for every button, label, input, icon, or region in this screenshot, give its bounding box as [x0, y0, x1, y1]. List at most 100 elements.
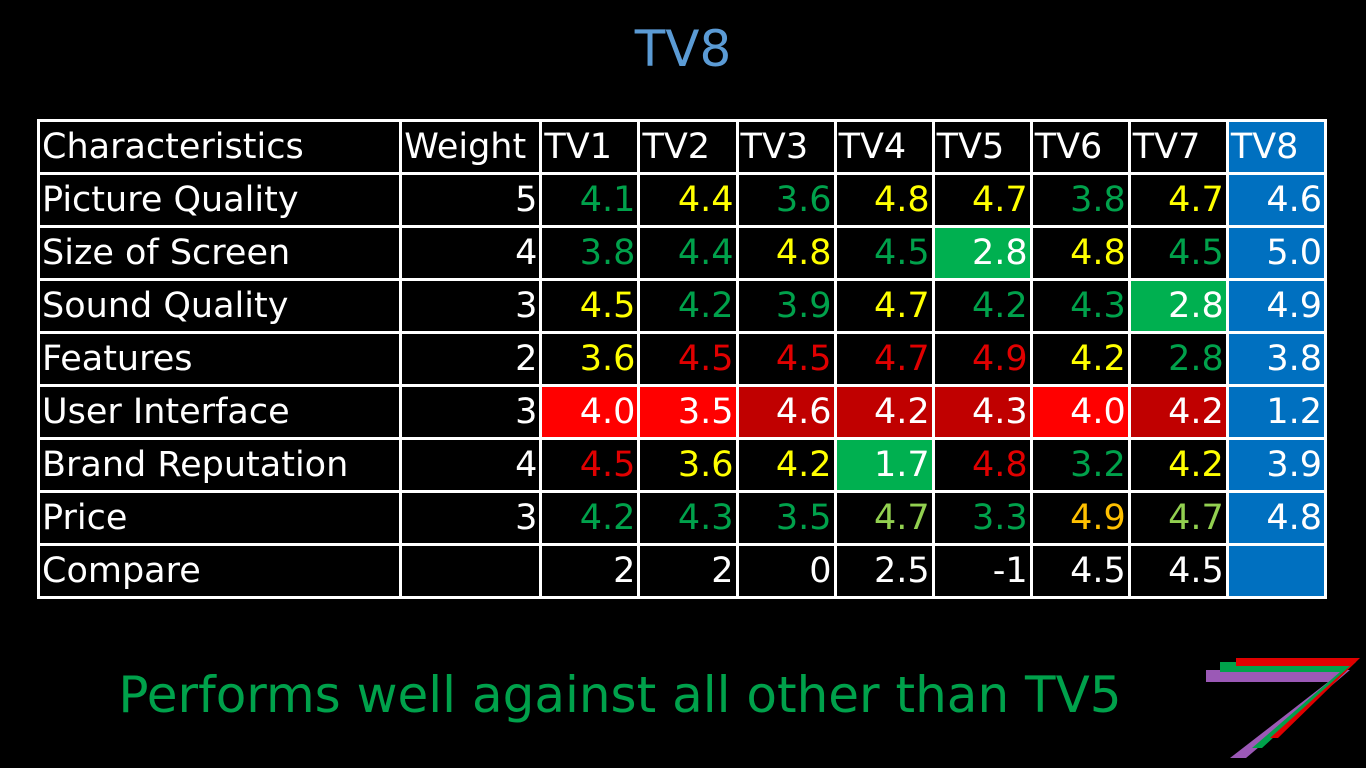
score-cell: 4.2 — [833, 384, 935, 440]
score-cell: 4.6 — [1225, 172, 1328, 228]
column-header: TV8 — [1225, 119, 1328, 175]
score-cell: 4.2 — [539, 490, 641, 546]
score-cell: 4.2 — [931, 278, 1033, 334]
row-label: User Interface — [36, 384, 403, 440]
column-header: Characteristics — [36, 119, 403, 175]
score-cell: 4.2 — [735, 437, 837, 493]
weight-cell — [399, 543, 543, 599]
row-label: Features — [36, 331, 403, 387]
score-cell: 4.3 — [1029, 278, 1131, 334]
score-cell: 4.2 — [1127, 437, 1229, 493]
table-row: Brand Reputation 4 4.5 3.6 4.2 1.7 4.8 3.2 4.2 3.… — [36, 437, 1328, 493]
score-cell: 4.5 — [833, 225, 935, 281]
score-cell: 4.4 — [637, 172, 739, 228]
score-cell: -1 — [931, 543, 1033, 599]
score-cell: 1.2 — [1225, 384, 1328, 440]
score-cell: 4.7 — [833, 278, 935, 334]
column-header: TV7 — [1127, 119, 1229, 175]
score-cell: 3.8 — [1029, 172, 1131, 228]
column-header: TV1 — [539, 119, 641, 175]
score-cell: 4.3 — [931, 384, 1033, 440]
score-cell: 4.0 — [1029, 384, 1131, 440]
page-title: TV8 — [634, 20, 732, 78]
comparison-table: Characteristics Weight TV1 TV2 TV3 TV4 TV5 TV6 T… — [36, 119, 1328, 599]
score-cell: 3.9 — [735, 278, 837, 334]
score-cell: 4.5 — [735, 331, 837, 387]
score-cell: 3.6 — [539, 331, 641, 387]
score-cell: 4.9 — [1029, 490, 1131, 546]
score-cell: 4.2 — [637, 278, 739, 334]
score-cell: 4.5 — [539, 437, 641, 493]
score-cell: 2.5 — [833, 543, 935, 599]
score-cell: 4.2 — [1029, 331, 1131, 387]
row-label: Brand Reputation — [36, 437, 403, 493]
score-cell — [1225, 543, 1328, 599]
score-cell: 4.7 — [833, 331, 935, 387]
score-cell: 0 — [735, 543, 837, 599]
score-cell: 2.8 — [931, 225, 1033, 281]
score-cell: 4.7 — [931, 172, 1033, 228]
table-row: Features 2 3.6 4.5 4.5 4.7 4.9 4.2 2.8 3.8 — [36, 331, 1328, 387]
column-header: TV4 — [833, 119, 935, 175]
row-label: Compare — [36, 543, 403, 599]
score-cell: 2.8 — [1127, 278, 1229, 334]
score-cell: 3.5 — [735, 490, 837, 546]
header-row: Characteristics Weight TV1 TV2 TV3 TV4 TV5 TV6 T… — [36, 119, 1328, 175]
score-cell: 3.6 — [735, 172, 837, 228]
score-cell: 4.5 — [1127, 225, 1229, 281]
score-cell: 4.2 — [1127, 384, 1229, 440]
score-cell: 2.8 — [1127, 331, 1229, 387]
score-cell: 4.8 — [1029, 225, 1131, 281]
footer-note: Performs well against all other than TV5 — [118, 666, 1122, 724]
score-cell: 4.8 — [1225, 490, 1328, 546]
weight-cell: 3 — [399, 278, 543, 334]
weight-cell: 3 — [399, 384, 543, 440]
score-cell: 2 — [637, 543, 739, 599]
column-header: TV6 — [1029, 119, 1131, 175]
score-cell: 4.3 — [637, 490, 739, 546]
score-cell: 3.9 — [1225, 437, 1328, 493]
table-row: Compare 2 2 0 2.5 -1 4.5 4.5 — [36, 543, 1328, 599]
row-label: Picture Quality — [36, 172, 403, 228]
logo-icon — [1206, 658, 1360, 758]
weight-cell: 2 — [399, 331, 543, 387]
row-label: Sound Quality — [36, 278, 403, 334]
score-cell: 3.8 — [1225, 331, 1328, 387]
table-row: Picture Quality 5 4.1 4.4 3.6 4.8 4.7 3.8 4.7 4.6 — [36, 172, 1328, 228]
table-row: Sound Quality 3 4.5 4.2 3.9 4.7 4.2 4.3 2.8 4.9 — [36, 278, 1328, 334]
row-label: Size of Screen — [36, 225, 403, 281]
weight-cell: 4 — [399, 225, 543, 281]
score-cell: 4.5 — [1029, 543, 1131, 599]
score-cell: 4.5 — [637, 331, 739, 387]
weight-cell: 5 — [399, 172, 543, 228]
score-cell: 4.0 — [539, 384, 641, 440]
score-cell: 4.9 — [931, 331, 1033, 387]
score-cell: 3.6 — [637, 437, 739, 493]
score-cell: 3.5 — [637, 384, 739, 440]
column-header: Weight — [399, 119, 543, 175]
score-cell: 4.7 — [1127, 490, 1229, 546]
score-cell: 3.2 — [1029, 437, 1131, 493]
score-cell: 3.3 — [931, 490, 1033, 546]
table-row: User Interface 3 4.0 3.5 4.6 4.2 4.3 4.0 4.2 1.2 — [36, 384, 1328, 440]
score-cell: 5.0 — [1225, 225, 1328, 281]
score-cell: 4.8 — [833, 172, 935, 228]
weight-cell: 4 — [399, 437, 543, 493]
table-row: Price 3 4.2 4.3 3.5 4.7 3.3 4.9 4.7 4.8 — [36, 490, 1328, 546]
score-cell: 4.7 — [1127, 172, 1229, 228]
score-cell: 2 — [539, 543, 641, 599]
score-cell: 4.8 — [931, 437, 1033, 493]
score-cell: 4.5 — [1127, 543, 1229, 599]
table-row: Size of Screen 4 3.8 4.4 4.8 4.5 2.8 4.8 4.5 5.0 — [36, 225, 1328, 281]
score-cell: 4.6 — [735, 384, 837, 440]
column-header: TV2 — [637, 119, 739, 175]
column-header: TV3 — [735, 119, 837, 175]
score-cell: 1.7 — [833, 437, 935, 493]
score-cell: 4.1 — [539, 172, 641, 228]
weight-cell: 3 — [399, 490, 543, 546]
score-cell: 4.5 — [539, 278, 641, 334]
column-header: TV5 — [931, 119, 1033, 175]
score-cell: 4.9 — [1225, 278, 1328, 334]
score-cell: 3.8 — [539, 225, 641, 281]
score-cell: 4.8 — [735, 225, 837, 281]
